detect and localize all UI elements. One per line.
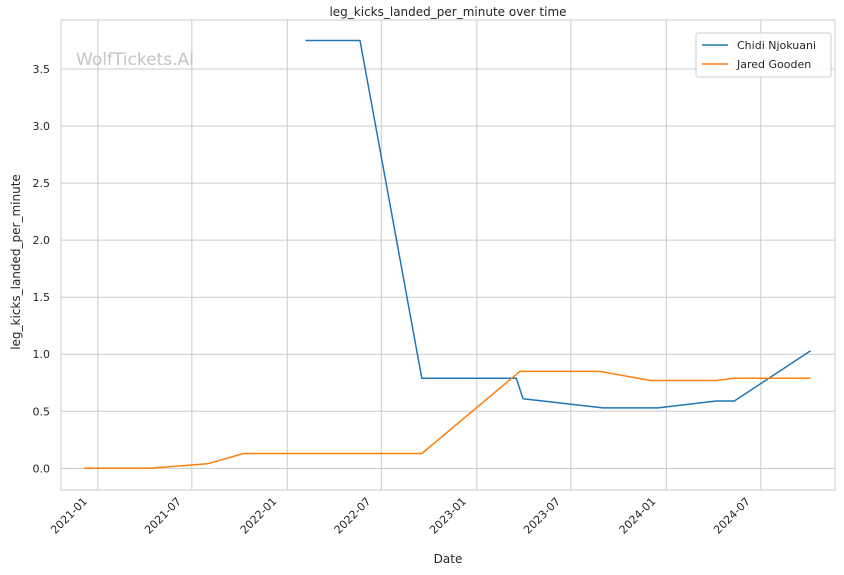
legend: Chidi Njokuani Jared Gooden xyxy=(695,32,832,78)
plot-frame xyxy=(60,19,836,491)
legend-label-chidi-njokuani: Chidi Njokuani xyxy=(737,39,816,52)
y-tick-label: 0.0 xyxy=(33,462,51,475)
series-line-chidi-njokuani xyxy=(305,39,812,409)
y-axis-ticks: 0.0 0.5 1.0 1.5 2.0 2.5 3.0 3.5 xyxy=(33,63,51,475)
x-axis-label: Date xyxy=(434,552,463,566)
y-tick-label: 3.5 xyxy=(33,63,51,76)
grid xyxy=(61,20,835,490)
series-lines xyxy=(83,39,812,470)
series-line-jared-gooden xyxy=(83,370,811,470)
y-tick-label: 2.5 xyxy=(33,177,51,190)
y-tick-label: 1.5 xyxy=(33,291,51,304)
legend-label-jared-gooden: Jared Gooden xyxy=(736,58,811,71)
y-axis-label: leg_kicks_landed_per_minute xyxy=(9,174,23,350)
y-tick-label: 2.0 xyxy=(33,234,51,247)
y-tick-label: 3.0 xyxy=(33,120,51,133)
legend-box xyxy=(695,32,832,78)
plot-area xyxy=(61,20,835,490)
watermark: WolfTickets.AI xyxy=(76,50,194,70)
y-tick-label: 0.5 xyxy=(33,405,51,418)
chart-title: leg_kicks_landed_per_minute over time xyxy=(329,5,566,19)
y-tick-label: 1.0 xyxy=(33,348,51,361)
